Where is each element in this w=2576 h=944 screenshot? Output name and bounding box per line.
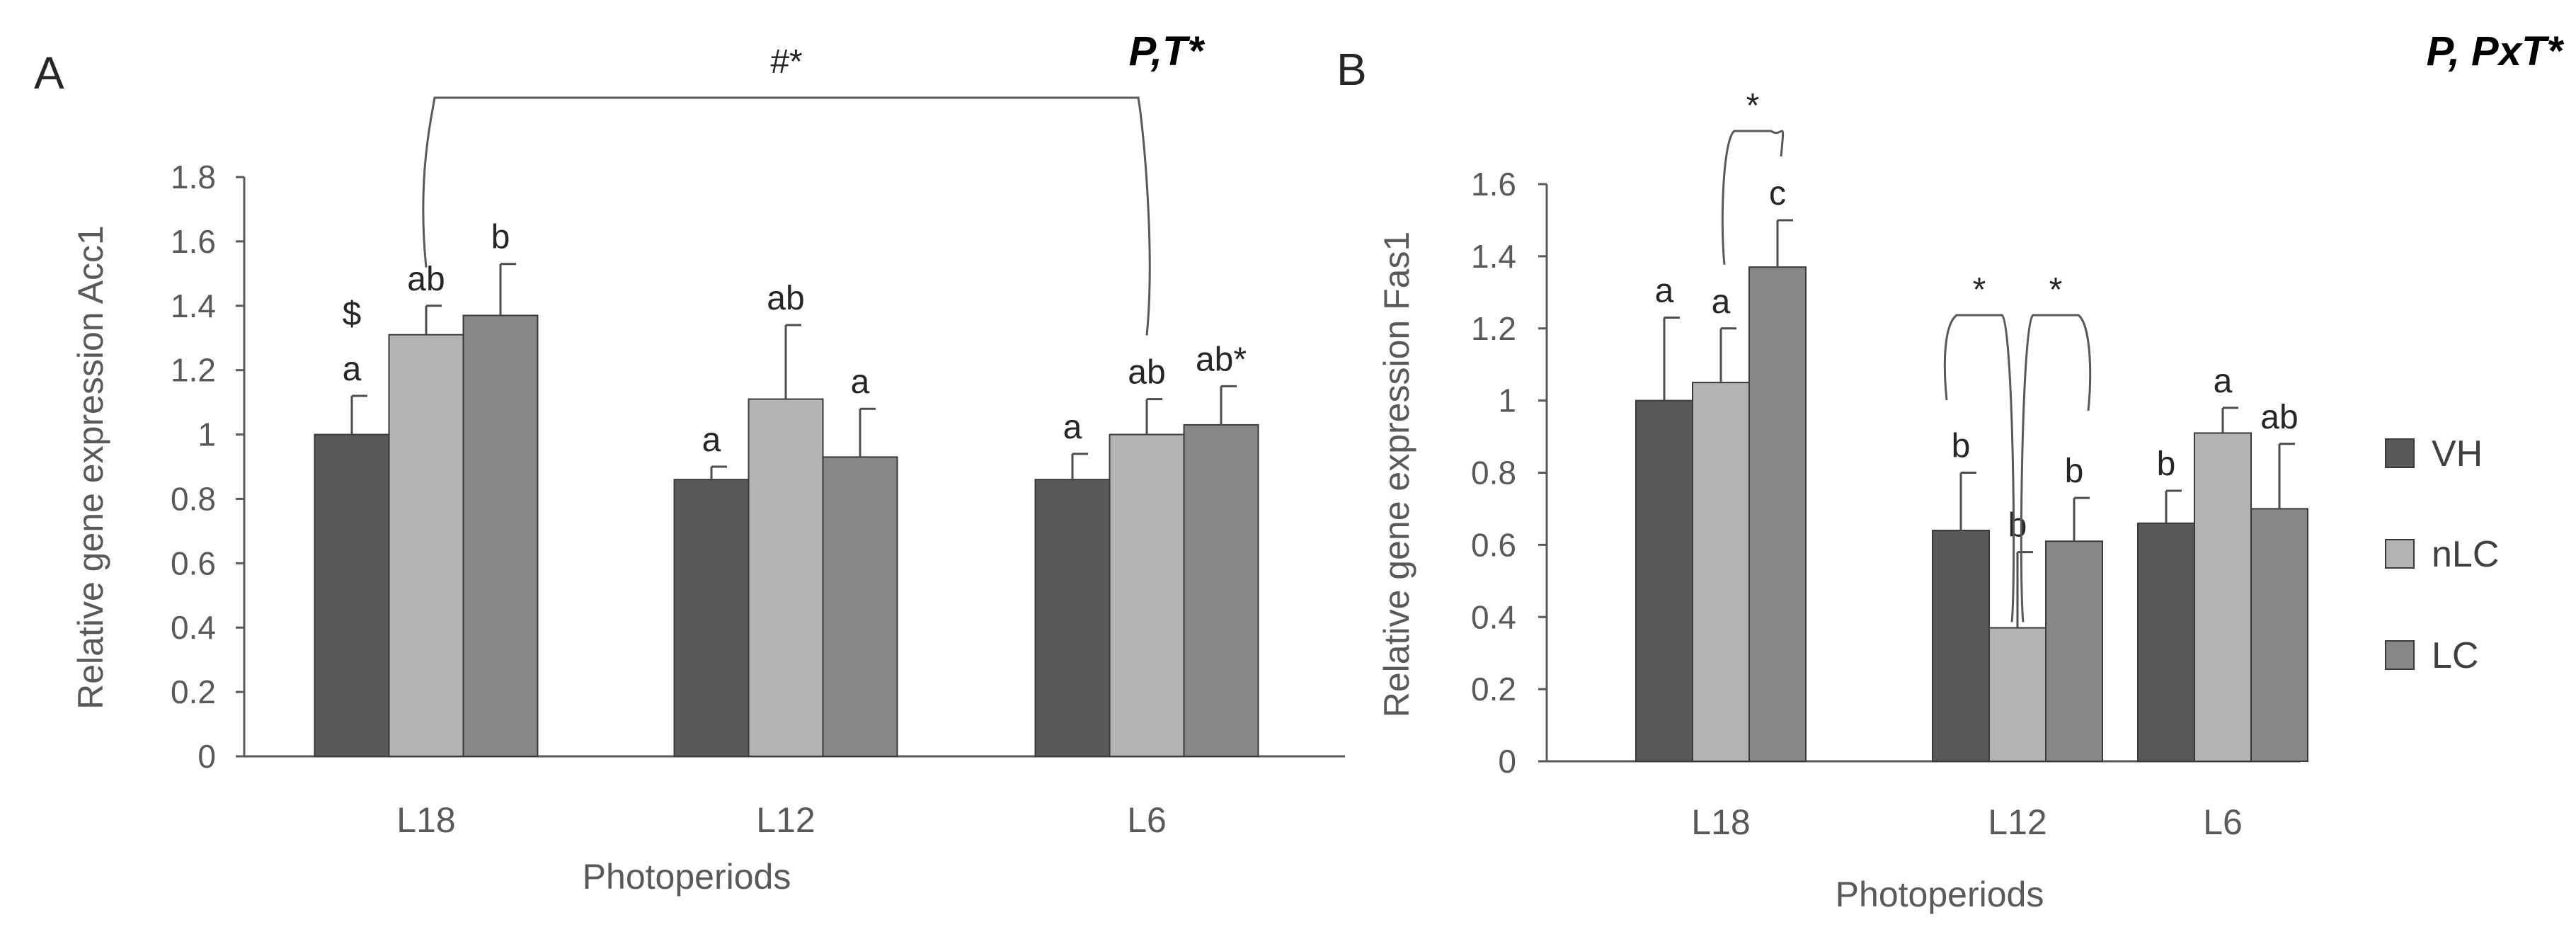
significance-letter: b: [1952, 428, 1971, 465]
bar-vh-l6: [1034, 479, 1111, 758]
legend-swatch-nlc: [2385, 539, 2415, 569]
y-axis-title: Relative gene expression Fas1: [1377, 232, 1416, 718]
x-axis-title: Photoperiods: [583, 857, 791, 897]
x-tick-label: L18: [1691, 802, 1750, 842]
significance-bracket: [1721, 130, 1785, 265]
significance-letter: b: [2157, 445, 2176, 483]
significance-letter: ab: [767, 280, 804, 317]
y-tick-label: 0.4: [171, 609, 216, 646]
panel-label: B: [1336, 44, 1367, 95]
significance-letter: a: [1063, 409, 1082, 446]
significance-letter: b: [2008, 507, 2027, 545]
significance-bracket: [422, 96, 1151, 336]
significance-letter: b: [491, 219, 510, 256]
y-tick-label: 0: [198, 738, 216, 775]
significance-letter: a: [343, 351, 362, 388]
legend-swatch-lc: [2385, 640, 2415, 670]
bar-nlc-l6: [2194, 432, 2252, 762]
x-tick-label: L6: [1127, 800, 1167, 840]
bar-lc-l18: [1748, 266, 1807, 762]
bar-nlc-l6: [1109, 433, 1185, 757]
panel-a-chart: A P,T* 0 0.2 0.4 0.6 0.8 1 1.2 1.4 1.6 1.8 Relative …: [34, 28, 1345, 897]
y-tick-label: 0.2: [171, 673, 216, 710]
x-tick-label: L18: [396, 800, 455, 840]
x-axis-title: Photoperiods: [1836, 875, 2044, 914]
y-tick-label: 1: [198, 416, 216, 453]
bar-lc-l12: [822, 456, 898, 757]
significance-letter: ab*: [1196, 341, 1247, 378]
significance-letter: ab: [1128, 354, 1165, 392]
panel-label: A: [34, 47, 64, 98]
y-axis-title: Relative gene expression Acc1: [71, 225, 110, 710]
bar-nlc-l12: [748, 398, 824, 757]
bar-nlc-l12: [1988, 627, 2047, 762]
bar-lc-l12: [2045, 540, 2103, 762]
legend-swatch-vh: [2385, 438, 2415, 468]
x-tick-label: L6: [2203, 802, 2243, 842]
y-tick-label: 0.6: [171, 545, 216, 581]
stat-label: P,T*: [1129, 28, 1206, 74]
stat-label: P, PxT*: [2427, 28, 2565, 74]
bar-vh-l12: [1932, 530, 1990, 762]
legend-label-nlc: nLC: [2432, 534, 2499, 575]
bracket-label: *: [2049, 271, 2063, 309]
y-tick-label: 1.4: [1471, 238, 1516, 275]
bracket-label: *: [1973, 271, 1986, 309]
y-tick-label: 0.8: [171, 480, 216, 517]
y-tick-label: 0: [1498, 743, 1516, 780]
bar-nlc-l18: [1692, 382, 1750, 762]
bar-lc-l6: [2250, 508, 2308, 762]
legend: VH nLC LC: [2385, 433, 2499, 676]
y-tick-label: 0.2: [1471, 671, 1516, 707]
y-tick-label: 1.2: [171, 352, 216, 389]
y-tick-label: 1.8: [171, 159, 216, 195]
bar-nlc-l18: [388, 334, 464, 757]
bar-vh-l12: [673, 479, 750, 758]
bar-vh-l18: [314, 433, 390, 757]
significance-bracket: [2020, 314, 2092, 622]
bar-vh-l18: [1635, 399, 1693, 762]
y-tick-label: 1.6: [171, 223, 216, 260]
extra-annotation: $: [343, 295, 362, 333]
y-tick-label: 1.2: [1471, 310, 1516, 347]
significance-letter: a: [702, 421, 721, 459]
significance-letter: ab: [2260, 399, 2298, 436]
y-tick-label: 1: [1498, 382, 1516, 419]
significance-letter: a: [1655, 272, 1674, 309]
legend-label-lc: LC: [2432, 635, 2478, 676]
significance-bracket: [1943, 314, 2015, 622]
significance-letter: a: [1712, 283, 1731, 321]
y-tick-label: 0.8: [1471, 455, 1516, 491]
significance-letter: c: [1769, 175, 1786, 212]
y-tick-label: 0.6: [1471, 526, 1516, 563]
bar-lc-l6: [1183, 423, 1259, 758]
significance-letter: b: [2065, 453, 2084, 490]
y-tick-label: 0.4: [1471, 598, 1516, 635]
significance-letter: a: [851, 363, 870, 401]
y-tick-label: 1.6: [1471, 166, 1516, 203]
x-tick-label: L12: [756, 800, 815, 840]
significance-letter: a: [2214, 363, 2233, 400]
legend-label-vh: VH: [2432, 433, 2483, 474]
bar-vh-l6: [2137, 522, 2195, 762]
x-tick-label: L12: [1988, 802, 2047, 842]
bar-lc-l18: [462, 314, 539, 757]
y-tick-label: 1.4: [171, 288, 216, 324]
bracket-label: *: [1746, 87, 1760, 125]
panel-b-chart: B P, PxT* 0 0.2 0.4 0.6 0.8 1 1.2 1.4 1.6 Relative …: [1336, 28, 2564, 914]
bracket-label: #*: [770, 43, 802, 81]
